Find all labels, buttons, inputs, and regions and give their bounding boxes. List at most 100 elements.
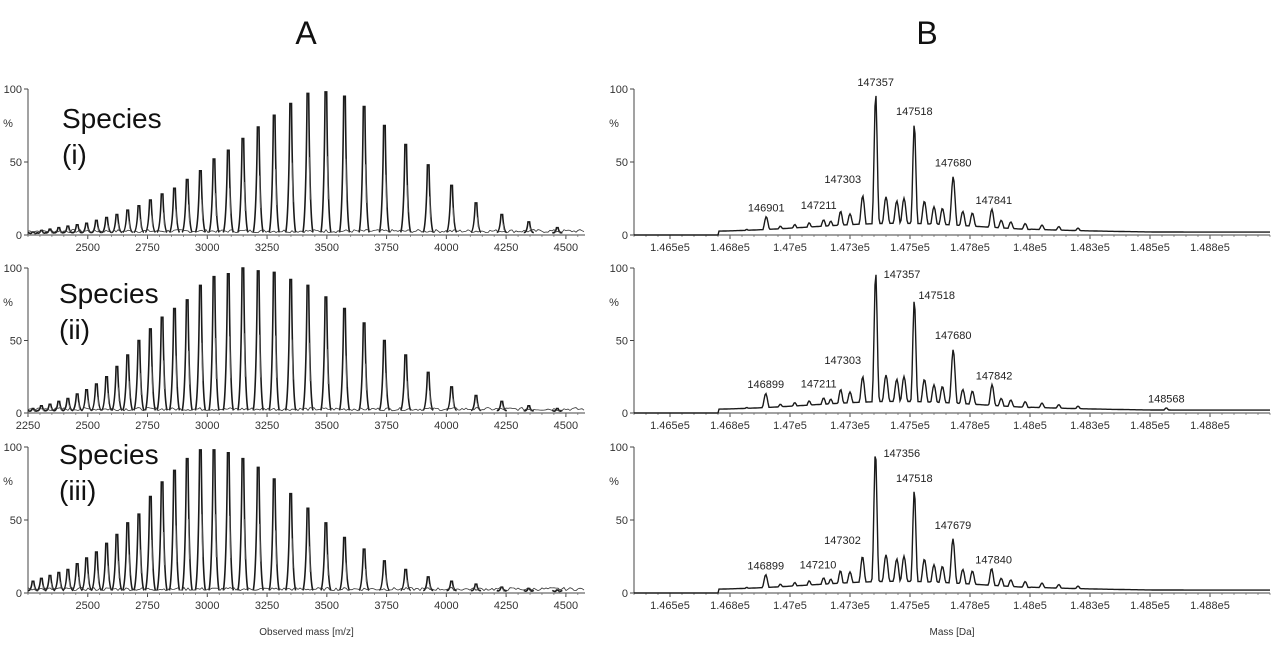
spectrum-peak-shoulder (151, 539, 154, 569)
x-tick-label: 3750 (374, 600, 398, 612)
x-tick-label: 2750 (135, 420, 159, 432)
spectrum-peak-shoulder (229, 515, 231, 559)
x-tick-label: 3500 (315, 420, 339, 432)
spectrum-peak-shoulder (68, 580, 71, 588)
y-tick-label: 0 (622, 588, 628, 600)
deconvoluted-profile (634, 274, 1270, 414)
peak-label: 147356 (883, 448, 920, 460)
x-tick-label: 1.473e5 (830, 600, 870, 612)
x-tick-label: 1.468e5 (710, 420, 750, 432)
deconvoluted-profile (634, 95, 1270, 236)
x-tick-label: 3500 (315, 242, 339, 254)
spectrum-peak (445, 184, 458, 233)
y-tick-label: 50 (10, 336, 22, 348)
spectrum-peak-shoulder (87, 400, 90, 408)
y-tick-label: 100 (610, 263, 628, 275)
spectrum-peak (551, 226, 563, 234)
x-axis-title: Observed mass [m/z] (259, 627, 354, 638)
spectrum-peak (53, 400, 65, 412)
y-axis-unit: % (3, 476, 13, 488)
peak-label: 147210 (800, 560, 837, 572)
spectrum-peak (27, 580, 39, 592)
x-tick-label: 4250 (494, 242, 518, 254)
x-tick-label: 1.478e5 (950, 242, 990, 254)
x-tick-label: 1.475e5 (890, 600, 930, 612)
x-tick-label: 1.475e5 (890, 242, 930, 254)
spectrum-peak-shoulder (97, 226, 100, 232)
spectrum-peak (90, 551, 103, 592)
spectrum-peak (72, 393, 83, 412)
x-tick-label: 2250 (16, 420, 40, 432)
spectrum-peak (268, 271, 280, 411)
spectrum-peak-shoulder (33, 410, 36, 413)
spectrum-peak (101, 216, 112, 234)
spectrum-peak-shoulder (175, 525, 178, 563)
spectrum-peak (208, 449, 220, 591)
deconvoluted-spectrum-panel-3: 0 50 100% 1.465e5 1.468e5 1.47e5 1.473e5 1.475e… (609, 442, 1271, 638)
x-tick-label: 1.488e5 (1190, 242, 1230, 254)
spectrum-peak-shoulder (97, 570, 100, 583)
spectrum-peak (446, 386, 458, 412)
spectrum-baseline (27, 586, 585, 592)
spectrum-peak (422, 164, 434, 233)
x-tick-label: 3000 (195, 600, 219, 612)
x-tick-label: 4500 (554, 600, 578, 612)
spectrum-peak-shoulder (326, 156, 329, 200)
spectrum-peak-shoulder (50, 231, 53, 234)
x-tick-label: 1.488e5 (1190, 600, 1230, 612)
x-tick-label: 2500 (76, 242, 100, 254)
panel-letter-a: A (295, 15, 317, 51)
peak-label: 147680 (935, 158, 972, 170)
spectrum-peak-shoulder (385, 174, 388, 208)
y-tick-label: 50 (616, 157, 628, 169)
species-label-line: (ii) (59, 314, 90, 345)
spectrum-peak (208, 158, 220, 233)
spectrum-peak (523, 221, 535, 234)
spectrum-peak-shoulder (258, 523, 261, 562)
x-tick-label: 4250 (494, 420, 518, 432)
raw-spectrum-panel-1: 0 50 100% 2500 2750 3000 3250 3500 3750 4000 4250 4… (3, 84, 585, 254)
x-tick-label: 3250 (255, 242, 279, 254)
spectrum-peak-shoulder (107, 225, 110, 231)
peak-label: 147518 (896, 106, 933, 118)
spectrum-peak (36, 405, 47, 412)
spectrum-peak-shoulder (151, 215, 154, 227)
deconvoluted-spectrum-panel-2: 0 50 100% 1.465e5 1.468e5 1.47e5 1.473e5 1.475e… (609, 263, 1271, 432)
spectrum-peak-shoulder (385, 575, 388, 586)
spectrum-peak-shoulder (229, 336, 231, 379)
spectrum-peak-shoulder (128, 381, 131, 399)
x-tick-label: 1.483e5 (1070, 242, 1110, 254)
spectrum-peak (523, 405, 535, 412)
spectrum-peak (144, 199, 157, 234)
peak-label: 147303 (824, 174, 861, 186)
spectrum-peak-shoulder (42, 232, 44, 235)
y-tick-label: 100 (4, 84, 22, 96)
spectrum-peak-shoulder (529, 590, 532, 593)
spectrum-peak (358, 548, 370, 591)
y-axis-unit: % (609, 118, 619, 130)
spectrum-peak (284, 492, 297, 591)
spectrum-peak-shoulder (529, 227, 532, 232)
x-tick-label: 3000 (195, 242, 219, 254)
y-tick-label: 0 (622, 230, 628, 242)
spectrum-peak (338, 95, 351, 233)
deconvoluted-profile (634, 456, 1270, 594)
spectrum-peak-shoulder (33, 233, 36, 235)
spectrum-peak (338, 536, 351, 591)
spectrum-peak-shoulder (364, 363, 367, 391)
peak-label: 147518 (918, 290, 955, 302)
spectrum-peak-shoulder (243, 181, 246, 211)
spectrum-peak-shoulder (214, 514, 217, 558)
spectrum-peak (111, 365, 123, 411)
spectrum-peak (399, 354, 412, 411)
deconvoluted-spectrum-panel-1: 0 50 100% 1.465e5 1.468e5 1.47e5 1.473e5 1.475e… (609, 77, 1271, 254)
y-tick-label: 100 (610, 84, 628, 96)
spectrum-peak (338, 307, 351, 411)
raw-spectrum-panel-3: 0 50 100% 2500 2750 3000 3250 3500 3750 4000 4250 4… (3, 439, 585, 638)
x-tick-label: 4000 (434, 420, 458, 432)
y-axis-unit: % (609, 297, 619, 309)
x-tick-label: 4500 (554, 242, 578, 254)
spectrum-peak (252, 126, 264, 233)
x-tick-label: 1.48e5 (1013, 600, 1047, 612)
spectrum-baseline (27, 228, 585, 234)
